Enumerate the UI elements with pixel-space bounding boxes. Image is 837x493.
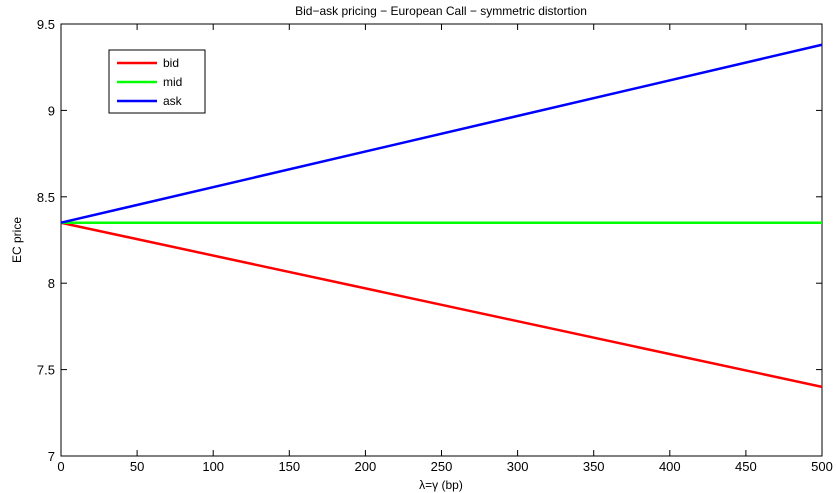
y-axis-label: EC price <box>10 217 24 263</box>
x-tick-label: 100 <box>202 459 224 474</box>
y-axis: 7 7.5 8 8.5 9 9.5 <box>37 17 822 464</box>
legend-label-bid: bid <box>163 56 179 70</box>
y-tick-label: 8.5 <box>37 190 55 205</box>
x-axis-label: λ=γ (bp) <box>419 478 463 492</box>
y-tick-label: 7.5 <box>37 363 55 378</box>
legend-label-ask: ask <box>163 94 183 108</box>
series-line-bid <box>60 221 823 389</box>
x-tick-label: 50 <box>130 459 144 474</box>
x-tick-label: 500 <box>811 459 833 474</box>
x-tick-label: 400 <box>659 459 681 474</box>
y-tick-label: 9 <box>48 103 55 118</box>
x-tick-label: 300 <box>507 459 529 474</box>
x-tick-label: 150 <box>278 459 300 474</box>
x-tick-label: 250 <box>431 459 453 474</box>
x-tick-label: 350 <box>583 459 605 474</box>
legend-label-mid: mid <box>163 75 182 89</box>
x-tick-label: 0 <box>57 459 64 474</box>
series-line-ask <box>60 43 823 224</box>
x-axis: 0 50 100 150 200 250 300 350 400 450 500 <box>57 24 833 474</box>
chart-title: Bid−ask pricing − European Call − symmet… <box>295 4 587 18</box>
y-tick-label: 7 <box>48 449 55 464</box>
series-lines <box>60 43 823 389</box>
y-tick-label: 8 <box>48 276 55 291</box>
x-tick-label: 200 <box>355 459 377 474</box>
legend: bid mid ask <box>108 49 206 114</box>
y-tick-label: 9.5 <box>37 17 55 32</box>
x-tick-label: 450 <box>735 459 757 474</box>
